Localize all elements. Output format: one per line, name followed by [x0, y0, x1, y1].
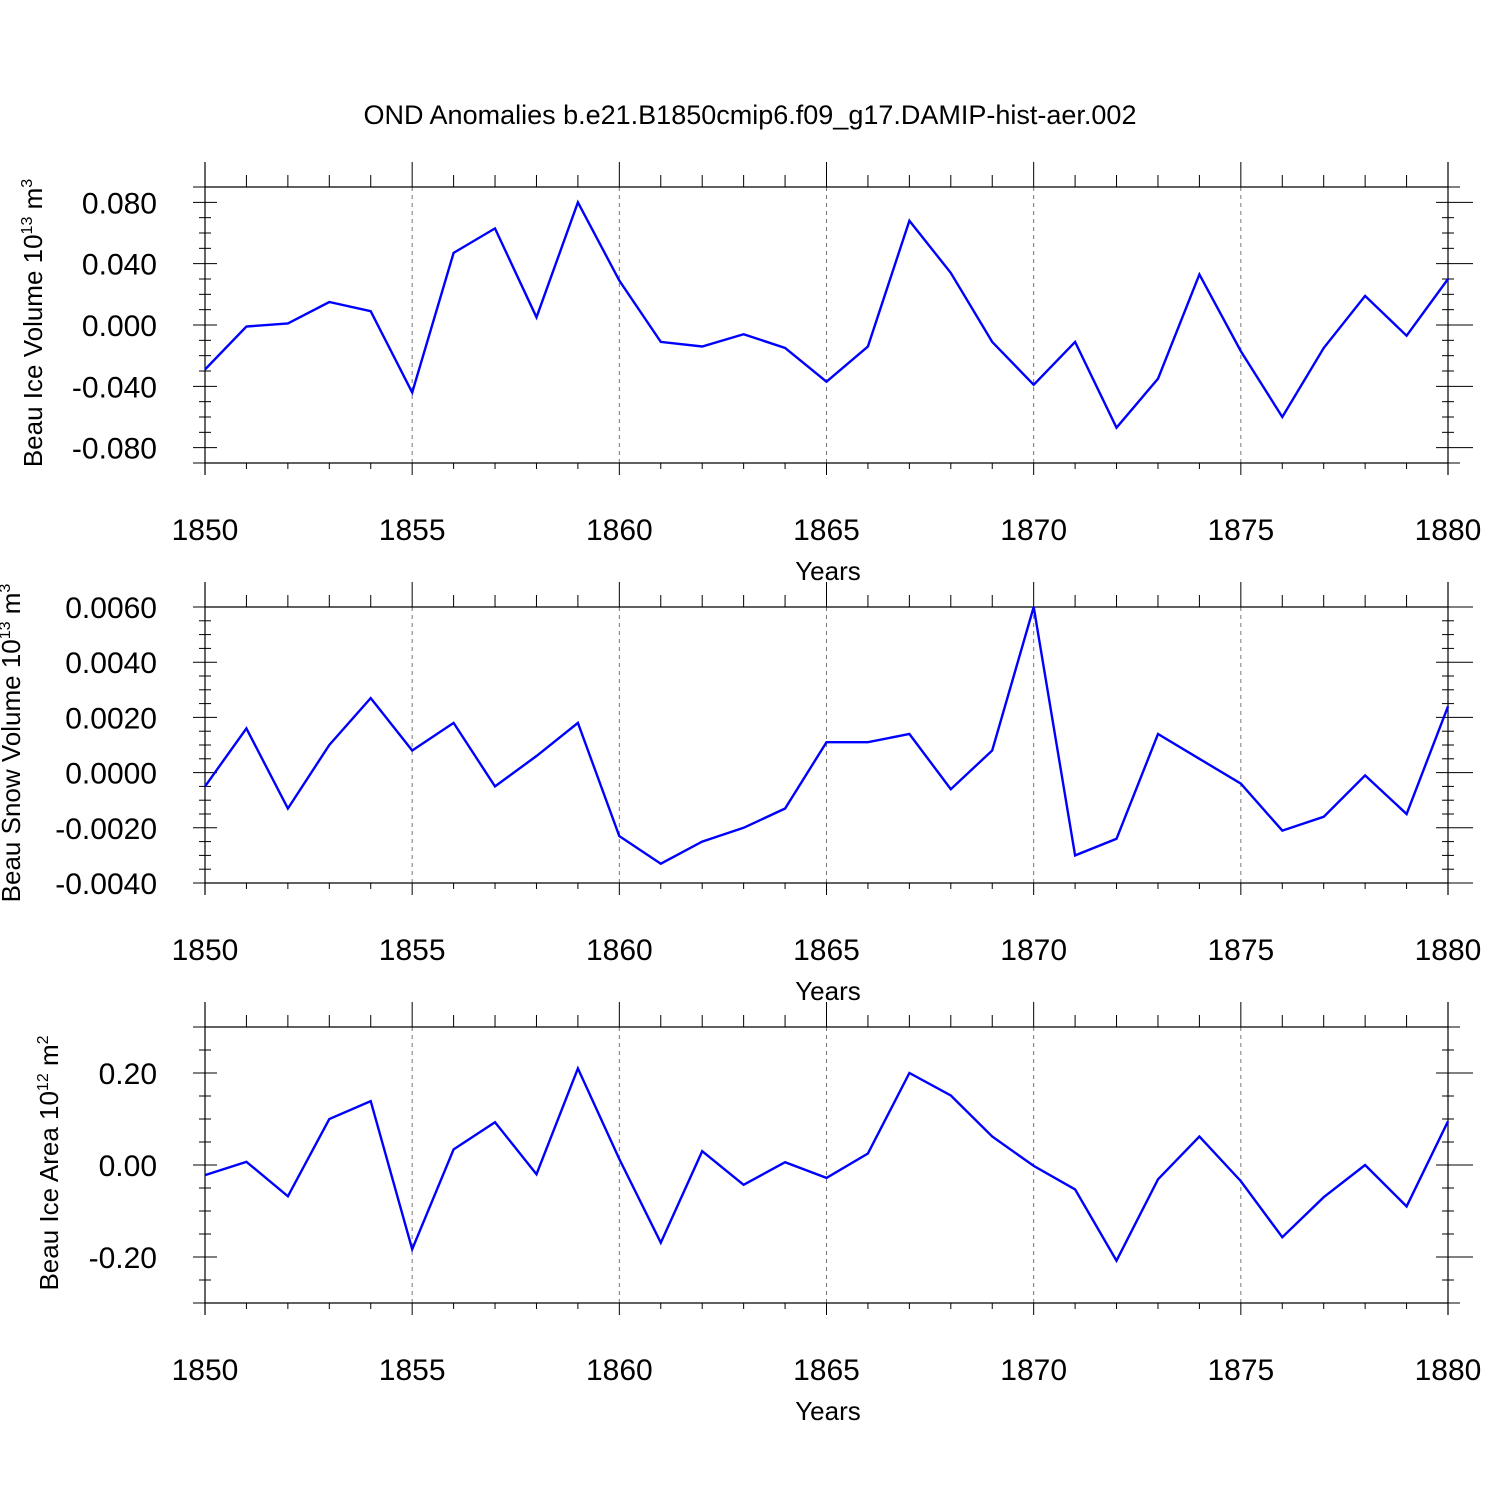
panel-3: 1850 1855 1860 1865 1870 1875 1880 0.20 0.00 -0.2… — [34, 1002, 1481, 1426]
y-tick-label: -0.080 — [72, 433, 157, 466]
x-tick-label: 1870 — [1000, 934, 1067, 967]
x-tick-label: 1855 — [379, 934, 446, 967]
y-tick-label: 0.0000 — [65, 758, 157, 791]
series-line — [204, 199, 1449, 430]
x-tick-label: 1850 — [172, 1354, 239, 1387]
y-axis-title: Beau Snow Volume 1013 m3 — [0, 584, 26, 903]
y-tick-label: 0.040 — [82, 249, 157, 282]
y-tick-label: -0.040 — [72, 371, 157, 404]
series-line — [204, 606, 1450, 866]
x-tick-label: 1875 — [1207, 1354, 1274, 1387]
y-tick-label: -0.0020 — [55, 813, 157, 846]
y-axis-title: Beau Ice Volume 1013 m3 — [18, 179, 48, 467]
series-line — [204, 1065, 1450, 1264]
x-tick-label: 1875 — [1207, 934, 1274, 967]
figure-title: OND Anomalies b.e21.B1850cmip6.f09_g17.D… — [364, 100, 1137, 130]
x-tick-label: 1880 — [1415, 934, 1482, 967]
x-axis-title: Years — [795, 556, 861, 586]
y-tick-label: 0.0040 — [65, 647, 157, 680]
y-tick-label: -0.0040 — [55, 868, 157, 901]
y-tick-label: 0.0060 — [65, 592, 157, 625]
x-tick-label: 1850 — [172, 934, 239, 967]
x-tick-label: 1850 — [172, 514, 239, 547]
y-tick-label: 0.20 — [99, 1058, 157, 1091]
y-tick-label: 0.080 — [82, 187, 157, 220]
panel-2: 1850 1855 1860 1865 1870 1875 1880 0.0060 0.0040… — [0, 582, 1481, 1006]
y-tick-label: 0.00 — [99, 1150, 157, 1183]
x-tick-label: 1855 — [379, 1354, 446, 1387]
x-tick-label: 1865 — [793, 1354, 860, 1387]
x-tick-label: 1870 — [1000, 1354, 1067, 1387]
y-tick-label: 0.0020 — [65, 702, 157, 735]
x-axis-title: Years — [795, 976, 861, 1006]
x-tick-label: 1860 — [586, 514, 653, 547]
y-axis-title: Beau Ice Area 1012 m2 — [34, 1035, 64, 1290]
plots: 1850 1855 1860 1865 1870 1875 1880 0.080 0.040 0.… — [0, 162, 1481, 1426]
panel-1: 1850 1855 1860 1865 1870 1875 1880 0.080 0.040 0.… — [18, 162, 1481, 586]
x-tick-label: 1855 — [379, 514, 446, 547]
x-tick-label: 1865 — [793, 934, 860, 967]
x-tick-label: 1875 — [1207, 514, 1274, 547]
x-axis-title: Years — [795, 1396, 861, 1426]
x-tick-label: 1865 — [793, 514, 860, 547]
x-tick-label: 1880 — [1415, 514, 1482, 547]
y-tick-label: -0.20 — [89, 1242, 157, 1275]
x-tick-label: 1860 — [586, 934, 653, 967]
x-tick-label: 1880 — [1415, 1354, 1482, 1387]
x-tick-label: 1870 — [1000, 514, 1067, 547]
x-tick-label: 1860 — [586, 1354, 653, 1387]
y-tick-label: 0.000 — [82, 310, 157, 343]
